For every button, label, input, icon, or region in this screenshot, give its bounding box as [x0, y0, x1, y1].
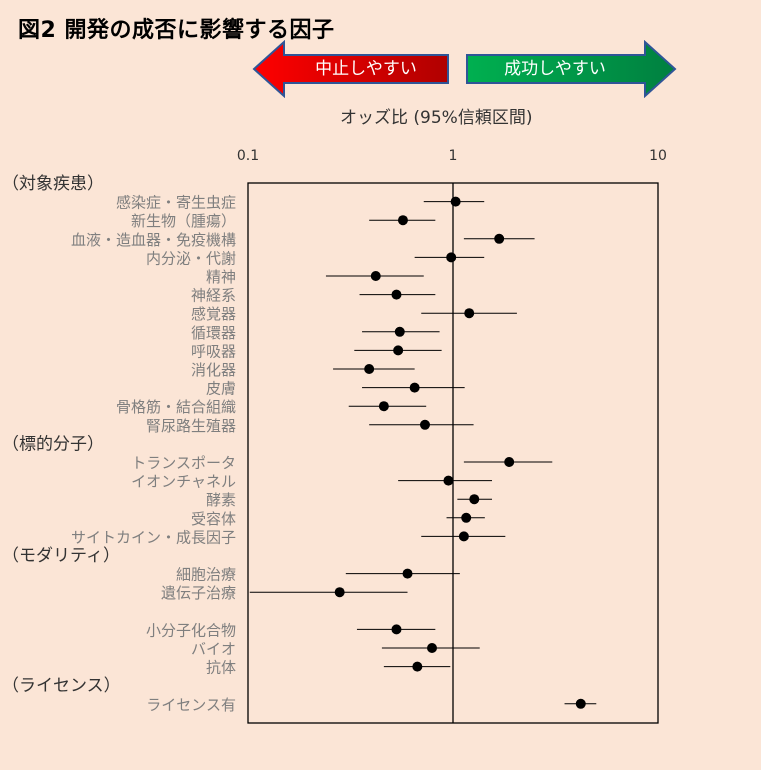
figure-title: 図2 開発の成否に影響する因子 [18, 18, 335, 43]
row-label: 感染症・寄生虫症 [116, 194, 236, 212]
odds-ratio-point [504, 457, 515, 467]
odds-ratio-point [464, 308, 475, 319]
row-label: 神経系 [191, 287, 236, 305]
odds-ratio-point [393, 345, 404, 356]
row-label: 遺伝子治療 [161, 584, 236, 602]
odds-ratio-point [494, 233, 505, 244]
group-label: （対象疾患） [2, 174, 104, 194]
row-label: 消化器 [191, 361, 236, 379]
odds-ratio-point [458, 531, 469, 542]
odds-ratio-point [364, 364, 375, 374]
odds-ratio-point [397, 215, 408, 226]
row-label: 小分子化合物 [146, 621, 236, 639]
group-label: （モダリティ） [2, 546, 120, 566]
row-label: 精神 [206, 268, 236, 286]
row-label: 腎尿路生殖器 [146, 417, 236, 435]
row-label: 新生物（腫瘍） [131, 212, 236, 230]
row-label: バイオ [191, 640, 236, 658]
odds-ratio-point [334, 587, 345, 598]
odds-ratio-point [427, 643, 438, 653]
odds-ratio-point [461, 512, 472, 523]
odds-ratio-point [409, 382, 420, 393]
row-label: 酵素 [206, 491, 236, 509]
right-arrow-label: 成功しやすい [504, 59, 606, 79]
left-arrow-banner: 中止しやすい [252, 40, 452, 98]
odds-ratio-point [391, 289, 402, 300]
right-arrow-banner: 成功しやすい [465, 40, 677, 98]
row-label: 抗体 [206, 659, 236, 677]
row-label: 細胞治療 [176, 566, 236, 584]
left-arrow-label: 中止しやすい [315, 59, 417, 79]
row-label: 皮膚 [206, 380, 236, 398]
x-axis-title: オッズ比 (95%信頼区間) [340, 108, 533, 128]
row-label: 感覚器 [191, 305, 236, 323]
row-label: 骨格筋・結合組織 [116, 398, 236, 416]
right-arrow-icon [466, 40, 677, 98]
row-label: 循環器 [191, 324, 236, 342]
group-label: （標的分子） [2, 434, 104, 454]
odds-ratio-point [412, 661, 423, 672]
row-label: 受容体 [191, 510, 236, 528]
odds-ratio-point [443, 475, 454, 486]
x-tick-label: 1 [449, 148, 458, 164]
left-arrow-icon [252, 40, 449, 98]
x-tick-label: 10 [649, 148, 667, 164]
group-label: （ライセンス） [2, 676, 121, 696]
odds-ratio-point [450, 196, 461, 207]
row-label: ライセンス有 [146, 696, 236, 714]
odds-ratio-point [575, 698, 586, 709]
row-label: サイトカイン・成長因子 [71, 528, 236, 546]
odds-ratio-point [402, 568, 413, 579]
row-label: 呼吸器 [191, 342, 236, 360]
row-label: イオンチャネル [131, 473, 236, 491]
row-label: 内分泌・代謝 [146, 249, 236, 267]
row-label: トランスポータ [131, 454, 236, 472]
row-label: 血液・造血器・免疫機構 [71, 231, 236, 249]
odds-ratio-point [378, 401, 389, 412]
odds-ratio-point [394, 326, 405, 337]
odds-ratio-point [370, 271, 381, 281]
odds-ratio-point [419, 419, 430, 430]
x-tick-label: 0.1 [237, 148, 259, 164]
odds-ratio-point [391, 624, 402, 635]
odds-ratio-point [446, 252, 457, 263]
odds-ratio-point [469, 494, 480, 505]
